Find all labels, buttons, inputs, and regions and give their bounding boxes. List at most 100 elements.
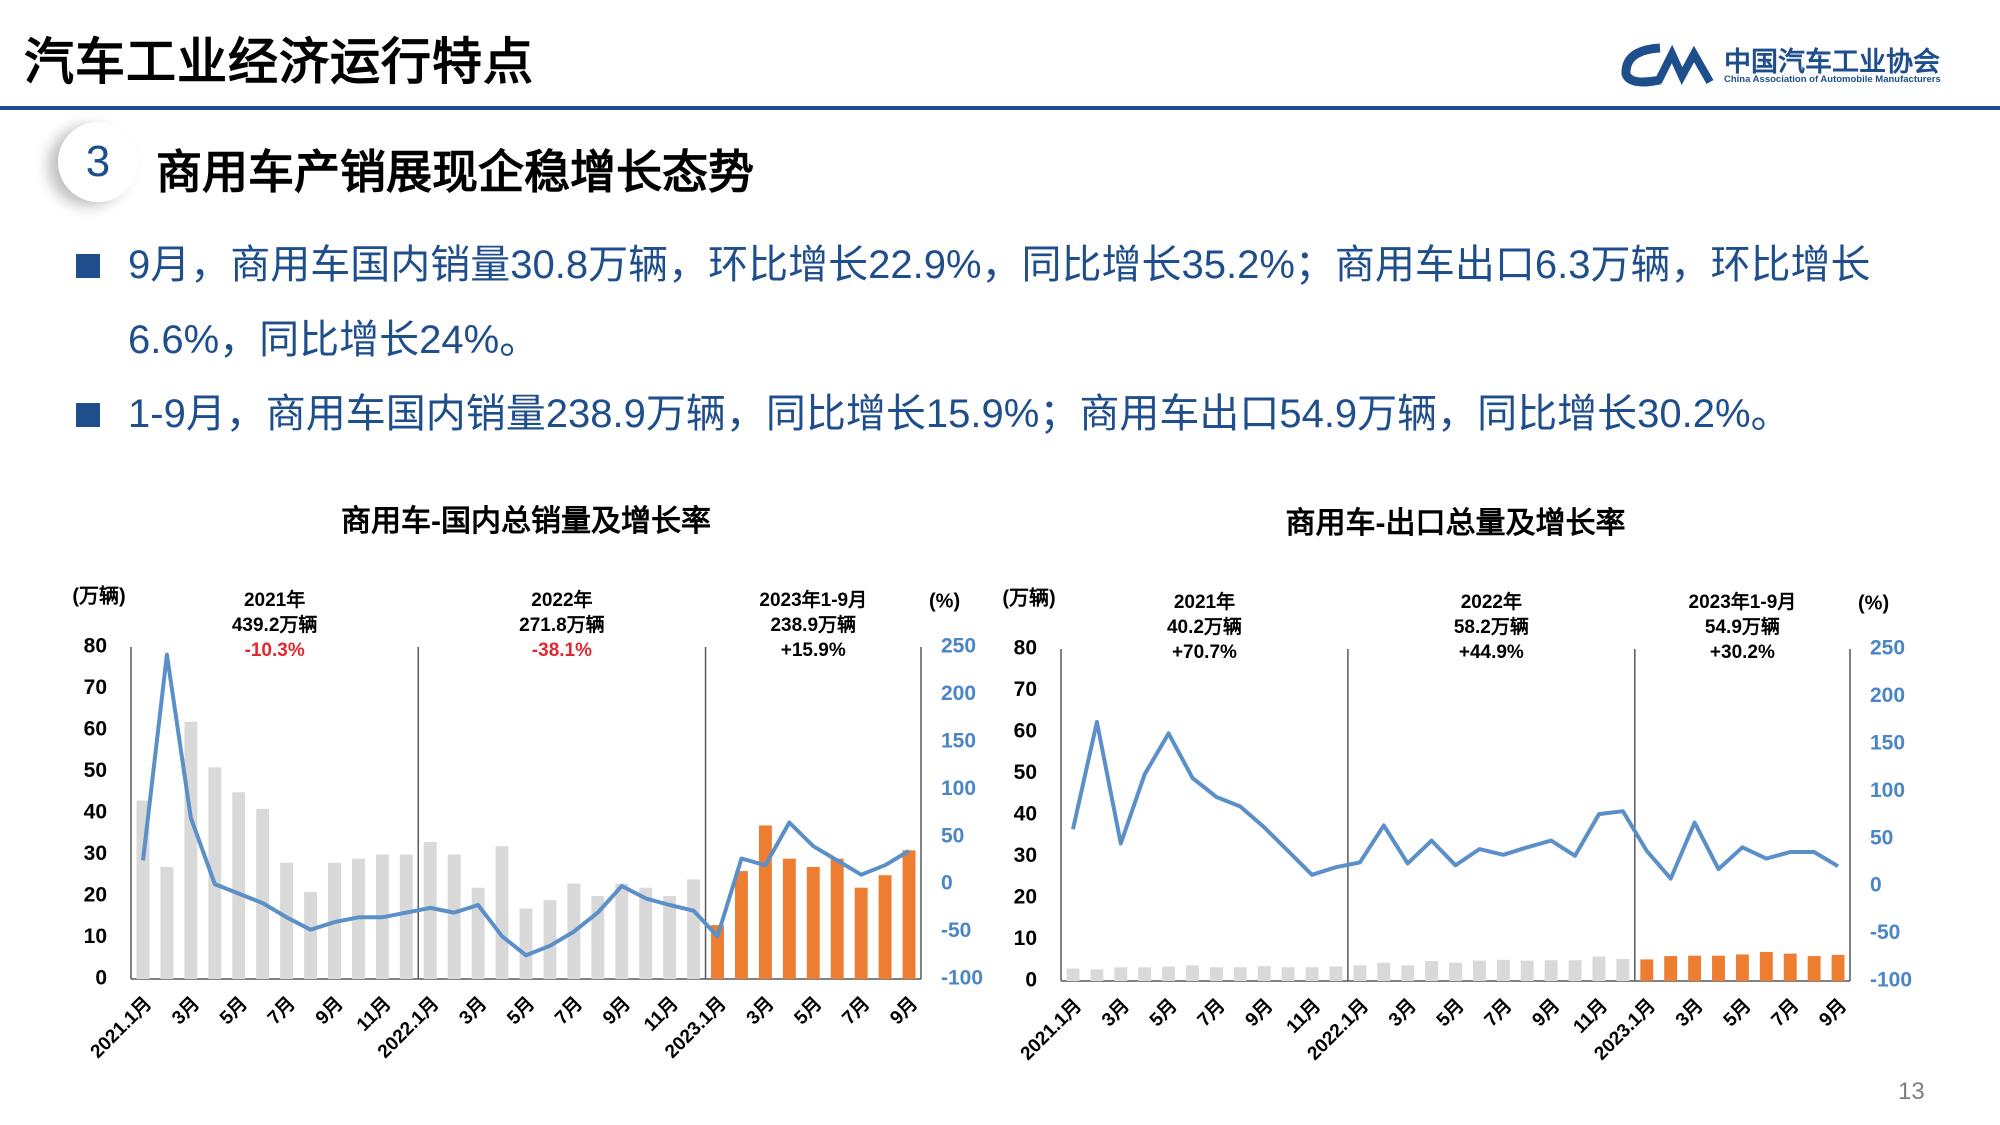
x-tick-label: 3月 <box>1672 995 1708 1031</box>
bar <box>256 808 270 979</box>
logo-text: 中国汽车工业协会 <box>1724 47 1940 77</box>
annotation-change: +15.9% <box>781 640 846 661</box>
x-tick-label: 2021.1月 <box>1017 995 1086 1064</box>
y-tick-label: 10 <box>84 925 107 948</box>
bar <box>1496 959 1510 981</box>
x-tick-label: 9月 <box>1815 995 1851 1031</box>
x-tick-label: 3月 <box>743 993 779 1029</box>
x-tick-label: 11月 <box>353 993 395 1035</box>
bar <box>519 908 533 979</box>
bar <box>1688 955 1702 981</box>
page-title: 汽车工业经济运行特点 <box>24 34 534 90</box>
x-tick-label: 3月 <box>1098 995 1134 1031</box>
bar <box>1329 966 1343 981</box>
y-tick-label: 0 <box>95 967 107 990</box>
bar <box>902 850 916 979</box>
annotation-year: 2022年 <box>531 588 592 611</box>
bar <box>1616 959 1630 981</box>
x-tick-label: 9月 <box>312 993 348 1029</box>
y2-tick-label: 150 <box>1870 731 1905 754</box>
bar <box>1568 960 1582 981</box>
y2-tick-label: -50 <box>941 919 971 942</box>
bar <box>1712 955 1725 981</box>
y-tick-label: 70 <box>1014 678 1037 701</box>
bar <box>1066 968 1080 981</box>
bar <box>160 866 174 979</box>
bar <box>304 891 318 979</box>
y-unit: (万辆) <box>1002 585 1055 609</box>
bar <box>447 854 461 979</box>
y-tick-label: 40 <box>84 801 107 824</box>
x-tick-label: 3月 <box>455 993 491 1029</box>
bar <box>1544 960 1558 981</box>
bar <box>280 862 294 979</box>
y2-unit: (%) <box>929 590 960 612</box>
bar <box>1783 953 1797 981</box>
chart-title: 商用车-出口总量及增长率 <box>1286 506 1626 540</box>
x-tick-label: 7月 <box>838 993 874 1029</box>
y-tick-label: 80 <box>84 635 107 658</box>
bar <box>1138 967 1152 981</box>
x-tick-label: 5月 <box>1720 995 1756 1031</box>
y-tick-label: 0 <box>1025 969 1037 992</box>
y2-tick-label: -50 <box>1870 921 1900 944</box>
bullet: 1-9月，商用车国内销量238.9万辆，同比增长15.9%；商用车出口54.9万… <box>76 377 1938 452</box>
x-tick-label: 9月 <box>599 993 635 1029</box>
chart-title: 商用车-国内总销量及增长率 <box>341 504 711 538</box>
y2-tick-label: 50 <box>941 824 964 847</box>
bar <box>1735 954 1749 981</box>
bar <box>1353 965 1367 981</box>
y-tick-label: 30 <box>1014 844 1037 867</box>
x-tick-label: 2021.1月 <box>87 993 156 1062</box>
bar <box>615 883 629 979</box>
x-tick-label: 7月 <box>1768 995 1804 1031</box>
bar <box>687 879 701 979</box>
y-tick-label: 60 <box>1014 720 1037 743</box>
bar <box>1233 967 1247 981</box>
bullet: 9月，商用车国内销量30.8万辆，环比增长22.9%，同比增长35.2%；商用车… <box>76 228 1938 378</box>
x-tick-label: 7月 <box>264 993 300 1029</box>
page-number: 13 <box>1898 1078 1925 1105</box>
x-tick-label: 5月 <box>1146 995 1182 1031</box>
y2-tick-label: 100 <box>1870 779 1905 802</box>
bar <box>184 721 198 979</box>
y-tick-label: 70 <box>84 676 107 699</box>
bar <box>1640 959 1654 981</box>
bar <box>1377 962 1391 981</box>
annotation-change: +70.7% <box>1172 642 1237 663</box>
annotation-change: -38.1% <box>532 640 592 661</box>
section-title: 商用车产销展现企稳增长态势 <box>156 146 754 198</box>
logo-subtext: China Association of Automobile Manufact… <box>1724 74 1941 85</box>
annotation-year: 2023年1-9月 <box>1689 590 1797 613</box>
bar <box>1449 962 1462 981</box>
bar <box>1759 951 1773 981</box>
bar <box>423 842 437 979</box>
x-tick-label: 11月 <box>1570 995 1612 1037</box>
annotation-total: 54.9万辆 <box>1705 615 1780 638</box>
x-tick-label: 5月 <box>503 993 539 1029</box>
y2-tick-label: 200 <box>941 682 976 705</box>
annotation-change: +44.9% <box>1459 642 1524 663</box>
line <box>141 652 911 958</box>
y2-tick-label: 200 <box>1870 684 1905 707</box>
annotation-total: 271.8万辆 <box>519 613 605 636</box>
line <box>1071 720 1840 881</box>
y-tick-label: 50 <box>1014 761 1037 784</box>
bar <box>878 875 892 979</box>
y2-tick-label: 50 <box>1870 826 1893 849</box>
bar <box>1186 965 1199 981</box>
bar <box>1162 966 1176 981</box>
y2-tick-label: 150 <box>941 729 976 752</box>
x-tick-label: 3月 <box>168 993 204 1029</box>
bar <box>854 887 868 979</box>
x-tick-label: 9月 <box>1528 995 1564 1031</box>
annotation-total: 40.2万辆 <box>1167 615 1242 638</box>
x-tick-label: 9月 <box>1242 995 1278 1031</box>
bar <box>1401 965 1415 981</box>
bar <box>1472 960 1486 981</box>
annotation-year: 2023年1-9月 <box>759 588 867 611</box>
y-tick-label: 60 <box>84 718 107 741</box>
x-tick-label: 3月 <box>1385 995 1421 1031</box>
y2-tick-label: -100 <box>941 967 983 990</box>
